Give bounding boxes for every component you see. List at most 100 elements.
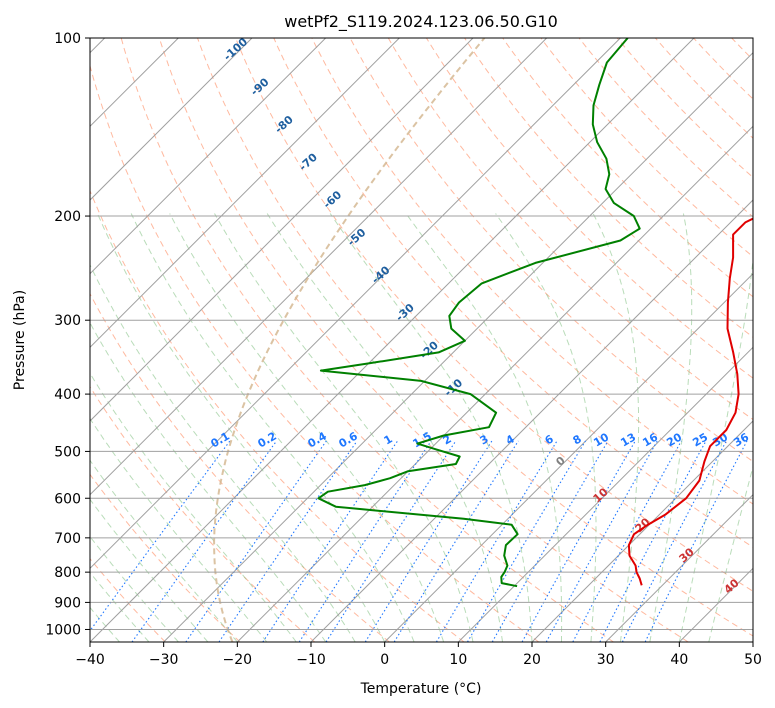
mixing-ratio-line [262,440,399,642]
x-tick-label: 20 [523,652,541,668]
x-tick-label: 10 [449,652,467,668]
dry-adiabat-line [693,38,753,100]
mixing-ratio-line [572,440,682,642]
x-tick-label: −40 [75,652,105,668]
y-tick-label: 300 [54,313,81,329]
isotherm-line [531,420,753,642]
dry-adiabat-line [90,189,465,642]
dry-adiabat-line [90,473,241,642]
x-axis: −40 −30 −20 −10 0 10 20 30 40 50 [75,642,762,668]
y-tick-label: 1000 [45,622,81,638]
reference-curve [213,38,486,642]
x-tick-label: −30 [149,652,179,668]
moist-adiabat-line [708,464,753,642]
isotherm-line [236,125,753,642]
moist-adiabat-line [90,321,327,642]
moist-adiabat-line [90,417,268,642]
moist-adiabat-line [329,213,533,642]
background-lines [90,38,775,642]
moist-adiabat-line [214,213,474,642]
isotherm-label: -40 [369,263,393,286]
mixing-ratio-line [90,440,231,632]
mixing-ratio-line [298,440,432,642]
y-tick-label: 700 [54,531,81,547]
dry-adiabat-line [464,38,753,338]
moist-adiabat-line [96,213,386,642]
isotherm-line [163,51,753,642]
isotherm-line [90,38,400,349]
mixing-ratio-line [545,440,658,642]
y-axis: 100 200 300 400 500 600 700 800 900 1000 [45,31,90,638]
mixing-ratio-label: 0.4 [306,429,330,450]
mixing-ratio-label: 16 [640,430,660,449]
mixing-ratio-label: 13 [618,431,638,450]
isotherm-line [605,493,753,642]
moist-adiabat-label: 30 [677,545,697,565]
dry-adiabat-line [158,38,689,642]
mixing-ratio-line [218,440,358,642]
moist-adiabat-line [266,213,503,642]
isotherm-line [90,38,621,570]
dry-adiabat-line [349,38,753,463]
mixing-ratio-line [644,440,748,642]
x-tick-label: −20 [223,652,253,668]
y-tick-label: 800 [54,565,81,581]
mixing-ratio-label: 0.1 [209,429,232,450]
mixing-ratio-label: 1 [382,432,395,447]
isotherm-labels: -100-90-80-70-60-50-40-30-20-10 [221,35,465,399]
dry-adiabat-line [655,38,753,139]
dry-adiabat-line [502,38,753,298]
dry-adiabat-line [616,38,753,179]
x-tick-label: 30 [597,652,615,668]
isotherm-line [90,38,695,642]
y-tick-label: 200 [54,209,81,225]
mixing-ratio-line [467,440,586,642]
y-tick-label: 600 [54,491,81,507]
dry-adiabat-line [387,38,753,421]
profile-lines [317,38,753,588]
moist-adiabat-line [90,372,297,642]
isotherm-line [457,346,753,642]
mixing-ratio-line [325,440,457,642]
isotherm-label: -50 [345,226,369,249]
moist-adiabat-line [90,535,179,642]
y-tick-label: 900 [54,595,81,611]
isotherm-label: -70 [297,150,321,173]
mixing-ratio-line [393,440,519,642]
mixing-ratio-line [185,440,327,642]
dry-adiabat-line [311,38,753,505]
mixing-ratio-labels: 0.1 0.2 0.4 0.6 1 1.5 2 3 4 6 8 10 13 16 20 25 30 36 [209,429,752,450]
mixing-ratio-line [131,440,278,642]
chart-title: wetPf2_S119.2024.123.06.50.G10 [284,12,558,32]
dry-adiabat-line [273,38,753,548]
y-tick-label: 100 [54,31,81,47]
mixing-ratio-line [364,440,493,642]
dry-adiabat-line [425,38,753,379]
dry-adiabat-line [90,385,316,642]
isotherm-line [90,38,548,496]
y-tick-label: 500 [54,444,81,460]
dry-adiabat-line [90,64,540,642]
isotherm-line [90,38,474,422]
isotherm-line [90,38,253,201]
dewpoint-profile-line [317,38,641,588]
isotherm-line [310,199,753,642]
temperature-profile-line [627,217,753,586]
mixing-ratio-line [521,440,636,642]
mixing-ratio-label: 4 [504,432,517,447]
moist-adiabat-line [495,213,597,642]
dry-adiabat-line [235,38,753,592]
mixing-ratio-label: 25 [690,431,710,450]
mixing-ratio-line [621,440,727,642]
isotherm-line [678,567,753,642]
dry-adiabat-line [770,38,775,642]
pressure-gridlines [90,37,753,630]
mixing-ratio-line [435,440,558,642]
plot-frame [89,37,754,643]
dry-adiabat-line [120,38,614,642]
y-axis-label: Pressure (hPa) [12,290,28,390]
x-tick-label: 0 [380,652,389,668]
isotherm-label: -80 [272,113,296,136]
moist-adiabat-line [592,213,640,642]
